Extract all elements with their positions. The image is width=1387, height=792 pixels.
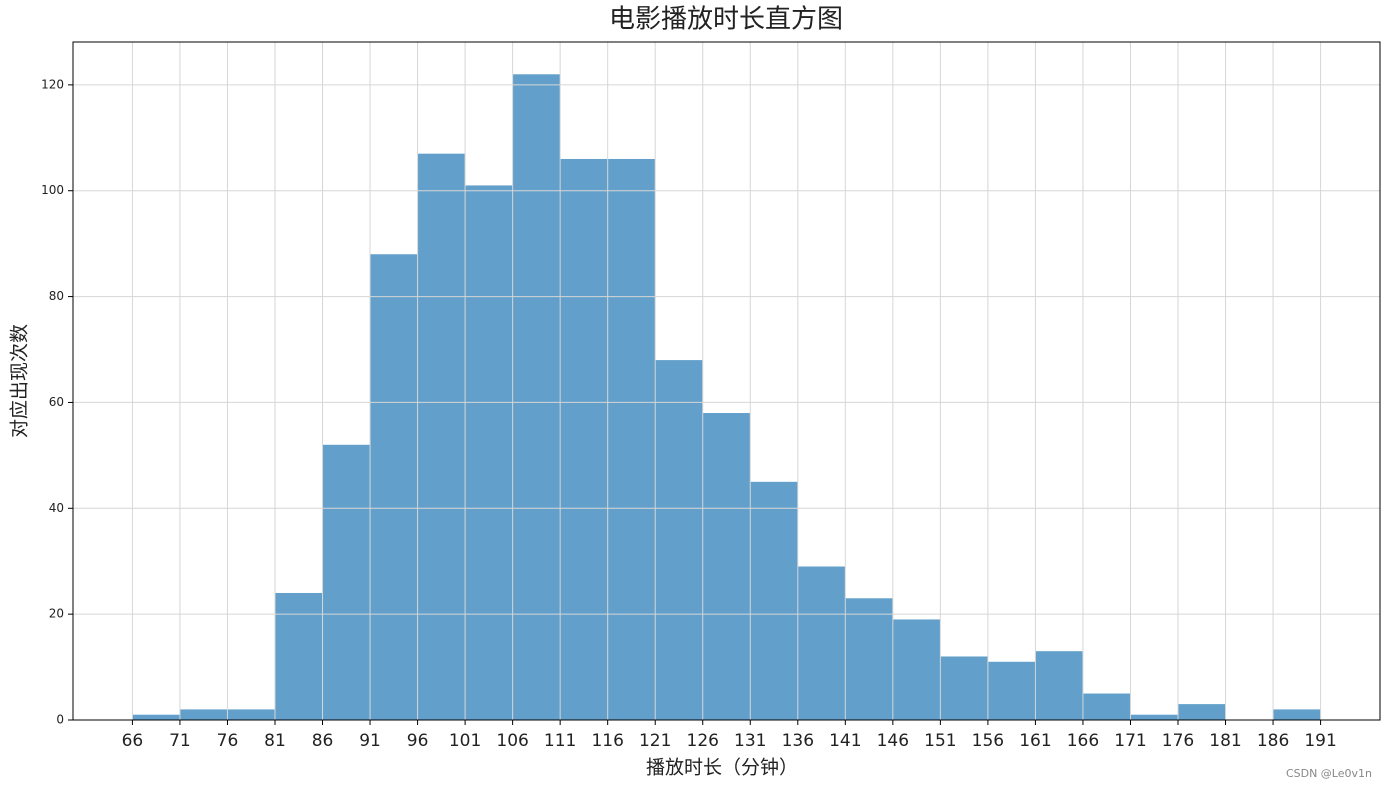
bar bbox=[417, 153, 466, 720]
bar bbox=[750, 481, 798, 720]
x-tick-label: 191 bbox=[1304, 731, 1336, 751]
plot-frame bbox=[72, 41, 1381, 721]
bar bbox=[179, 709, 228, 720]
bar bbox=[227, 709, 275, 720]
x-tick-label: 111 bbox=[544, 731, 576, 751]
bar bbox=[560, 158, 608, 721]
x-tick-label: 176 bbox=[1162, 731, 1194, 751]
bar bbox=[322, 444, 371, 720]
x-tick-label: 136 bbox=[782, 731, 814, 751]
x-tick-label: 161 bbox=[1019, 731, 1051, 751]
x-tick-label: 116 bbox=[591, 731, 623, 751]
x-tick-label: 156 bbox=[972, 731, 1004, 751]
bar bbox=[1273, 709, 1321, 720]
x-tick-label: 141 bbox=[829, 731, 861, 751]
bar bbox=[987, 661, 1036, 720]
bar bbox=[940, 656, 988, 720]
bar bbox=[512, 74, 561, 721]
x-tick-label: 166 bbox=[1067, 731, 1099, 751]
x-tick-label: 131 bbox=[734, 731, 766, 751]
chart-title: 电影播放时长直方图 bbox=[609, 5, 843, 35]
x-tick-label: 66 bbox=[122, 731, 144, 751]
x-tick-label: 71 bbox=[169, 731, 191, 751]
bar bbox=[370, 254, 418, 720]
y-tick-label: 120 bbox=[41, 77, 64, 91]
bar bbox=[465, 185, 513, 721]
x-tick-label: 151 bbox=[924, 731, 956, 751]
x-tick-label: 171 bbox=[1114, 731, 1146, 751]
x-axis-label: 播放时长（分钟） bbox=[646, 757, 798, 779]
x-tick-label: 126 bbox=[687, 731, 719, 751]
bar bbox=[1035, 651, 1083, 720]
y-axis-label: 对应出现次数 bbox=[9, 324, 31, 438]
bar bbox=[892, 619, 941, 720]
x-tick-label: 76 bbox=[217, 731, 239, 751]
bar bbox=[702, 413, 751, 720]
x-tick-label: 146 bbox=[877, 731, 909, 751]
bar bbox=[132, 714, 180, 720]
bar bbox=[607, 158, 656, 721]
bar bbox=[797, 566, 846, 720]
x-tick-label: 81 bbox=[264, 731, 286, 751]
bar bbox=[274, 592, 323, 720]
y-tick-label: 100 bbox=[41, 183, 64, 197]
x-tick-label: 181 bbox=[1209, 731, 1241, 751]
x-tick-label: 106 bbox=[496, 731, 528, 751]
bar bbox=[1130, 714, 1179, 720]
bar bbox=[1178, 704, 1226, 720]
bar bbox=[655, 360, 703, 720]
y-tick-label: 0 bbox=[56, 713, 64, 727]
y-tick-label: 60 bbox=[49, 395, 64, 409]
x-tick-label: 101 bbox=[449, 731, 481, 751]
y-tick-label: 20 bbox=[49, 607, 64, 621]
y-tick-label: 80 bbox=[49, 289, 64, 303]
bar bbox=[1082, 693, 1131, 720]
x-tick-label: 186 bbox=[1257, 731, 1289, 751]
x-tick-label: 96 bbox=[407, 731, 429, 751]
x-tick-label: 121 bbox=[639, 731, 671, 751]
watermark: CSDN @Le0v1n bbox=[1286, 767, 1372, 780]
bar bbox=[845, 598, 893, 720]
x-tick-label: 86 bbox=[312, 731, 334, 751]
y-tick-label: 40 bbox=[49, 501, 64, 515]
x-tick-label: 91 bbox=[359, 731, 381, 751]
